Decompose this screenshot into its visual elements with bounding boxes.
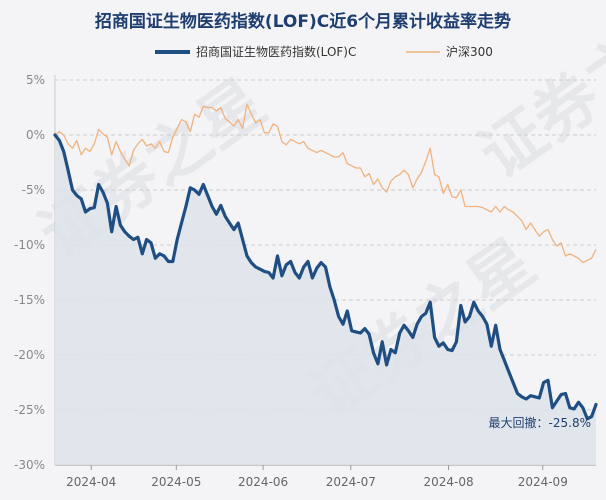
y-tick-label: 0% [26,128,45,142]
x-tick-label: 2024-07 [326,475,376,489]
legend: 招商国证生物医药指数(LOF)C 沪深300 [155,44,493,59]
x-tick-label: 2024-09 [518,475,568,489]
y-tick-label: -5% [22,183,45,197]
chart-title: 招商国证生物医药指数(LOF)C近6个月累计收益率走势 [95,11,511,32]
series-layer [53,103,598,465]
y-tick-label: 5% [26,73,45,87]
series-line-fund [53,133,598,421]
x-axis: 2024-04 2024-05 2024-06 2024-07 2024-08 2024-… [55,464,596,489]
x-tick-label: 2024-04 [66,475,116,489]
series-line-hs300 [54,103,597,264]
legend-label-index: 沪深300 [446,45,493,59]
y-tick-label: -20% [14,348,45,362]
y-tick-label: -25% [14,403,45,417]
max-drawdown-annotation: 最大回撤：-25.8% [489,415,591,430]
y-tick-label: -10% [14,238,45,252]
x-tick-label: 2024-06 [238,475,288,489]
y-tick-label: -30% [14,458,45,472]
y-axis: 5% 0% -5% -10% -15% -20% -25% -30% [14,73,56,472]
x-tick-label: 2024-08 [423,475,473,489]
y-tick-label: -15% [14,293,45,307]
x-tick-label: 2024-05 [151,475,201,489]
fund-area [55,135,596,465]
legend-label-fund: 招商国证生物医药指数(LOF)C [196,44,356,59]
